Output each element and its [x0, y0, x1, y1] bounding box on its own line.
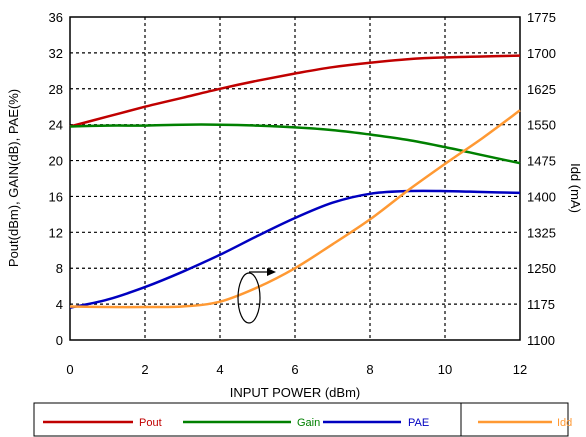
tick-labels: 0 2 4 6 8 10 120481216202428323611001175125013…: [49, 10, 556, 377]
series-line-idd: [69, 109, 521, 309]
legend-label-idd: Idd: [557, 417, 572, 429]
series-line-gain: [69, 123, 521, 165]
y2-tick-label: 1100: [527, 333, 555, 348]
y2-tick-label: 1400: [527, 189, 556, 204]
legend: Pout Gain PAE Idd: [33, 402, 572, 437]
x-tick-label: 8: [366, 362, 373, 377]
legend-box: [33, 402, 569, 437]
annotation-arrow-head: [267, 268, 276, 276]
x-tick-label: 10: [438, 362, 452, 377]
y-tick-label: 20: [49, 154, 63, 169]
x-axis-label: INPUT POWER (dBm): [230, 385, 361, 400]
series-line-pae: [69, 189, 521, 309]
series-line-pout: [69, 54, 521, 128]
y-tick-label: 28: [49, 82, 63, 97]
annotation-ellipse: [237, 272, 261, 324]
y2-tick-label: 1550: [527, 118, 556, 133]
y-tick-label: 8: [56, 261, 63, 276]
y2-tick-label: 1250: [527, 261, 556, 276]
y2-tick-label: 1175: [527, 297, 555, 312]
y2-tick-label: 1475: [527, 154, 556, 169]
y2-tick-label: 1700: [527, 46, 556, 61]
legend-label-pae: PAE: [408, 417, 429, 429]
y-tick-label: 24: [49, 118, 63, 133]
y-tick-label: 36: [49, 10, 63, 25]
y-tick-label: 16: [49, 189, 63, 204]
y2-tick-label: 1325: [527, 225, 556, 240]
y2-axis-label: Idd (mA): [568, 163, 583, 213]
y2-tick-label: 1775: [527, 10, 556, 25]
grid: [70, 17, 520, 340]
y2-tick-label: 1625: [527, 82, 556, 97]
y-tick-label: 32: [49, 46, 63, 61]
x-tick-label: 12: [513, 362, 527, 377]
y-tick-label: 0: [56, 333, 63, 348]
plot-frame: [69, 16, 521, 341]
y-axis-label: Pout(dBm), GAIN(dB), PAE(%): [6, 89, 21, 267]
x-tick-label: 0: [66, 362, 73, 377]
series-lines: [69, 54, 521, 309]
legend-label-gain: Gain: [297, 417, 320, 429]
annotation: [237, 268, 276, 324]
legend-label-pout: Pout: [139, 417, 162, 429]
y-tick-label: 4: [56, 297, 63, 312]
y-tick-label: 12: [49, 225, 63, 240]
x-tick-label: 2: [141, 362, 148, 377]
x-tick-label: 4: [216, 362, 223, 377]
x-tick-label: 6: [291, 362, 298, 377]
